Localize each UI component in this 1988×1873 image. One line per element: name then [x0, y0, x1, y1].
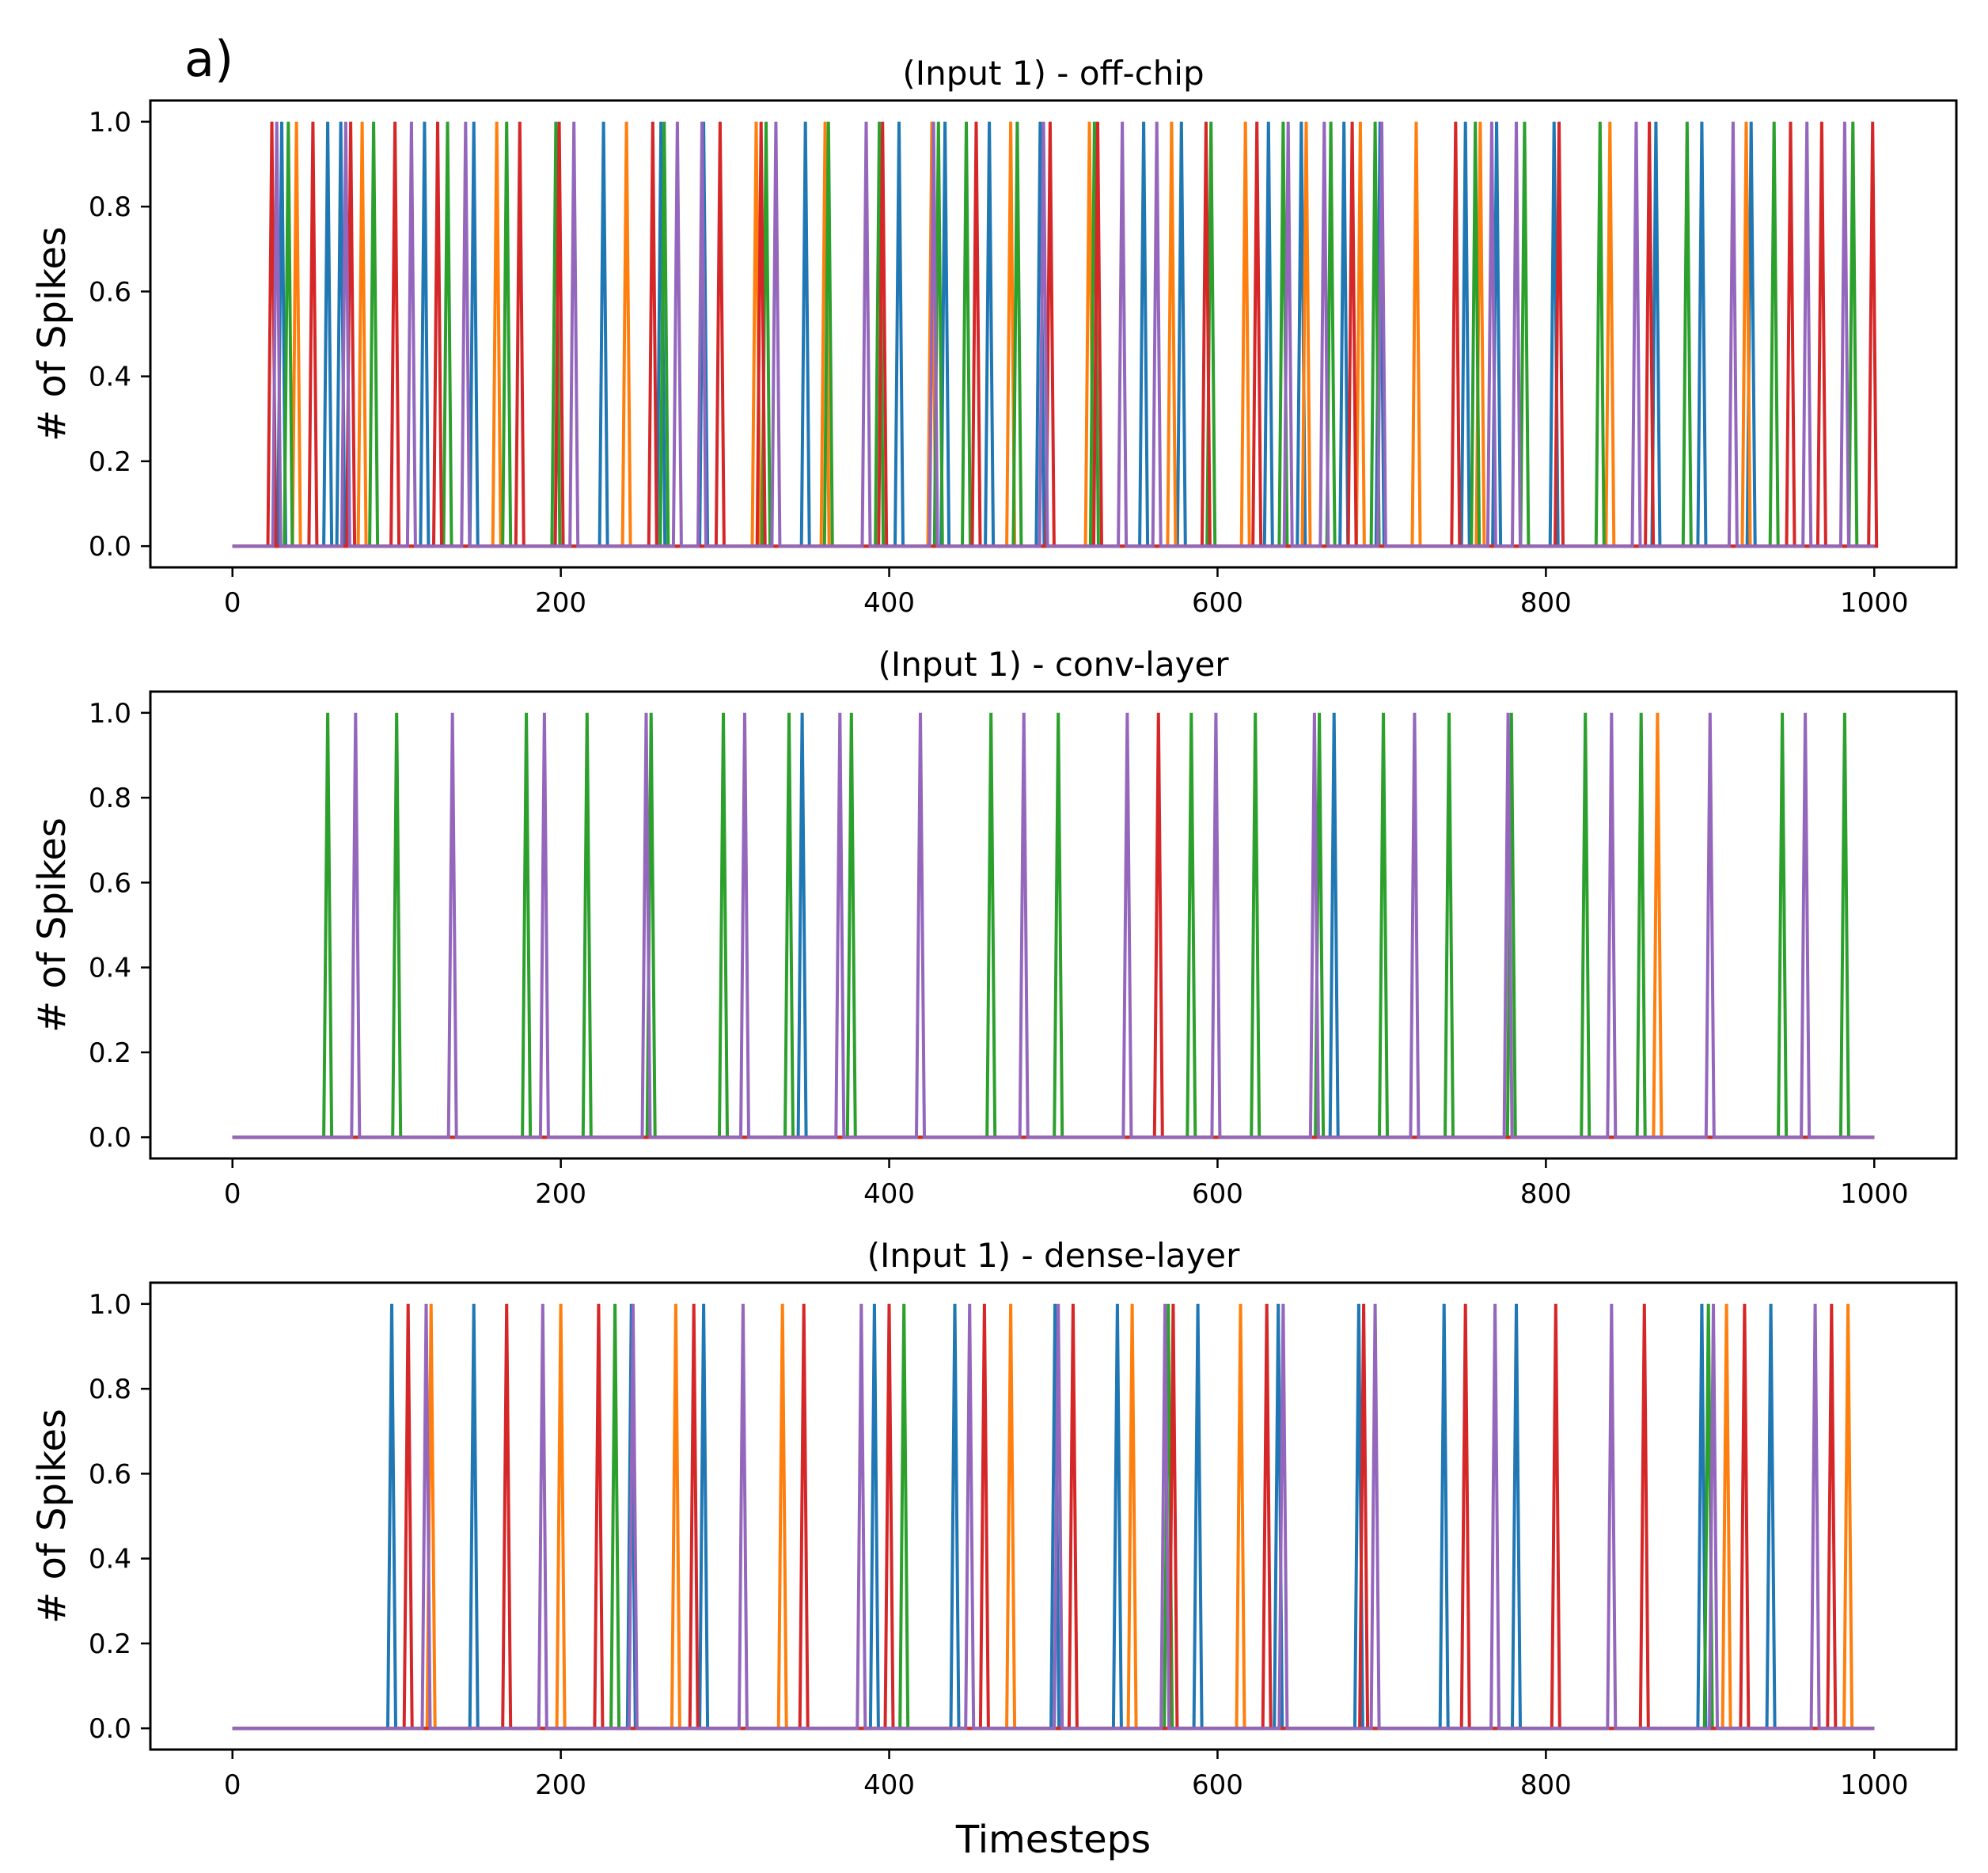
x-tick-label: 0	[224, 587, 241, 619]
y-tick-label: 1.0	[89, 698, 131, 730]
x-tick-label: 400	[863, 1178, 915, 1210]
x-tick-label: 800	[1520, 1178, 1572, 1210]
x-tick-label: 600	[1192, 587, 1243, 619]
axes-frame	[149, 690, 1958, 1160]
x-tick-label: 600	[1192, 1769, 1243, 1801]
y-tick-label: 1.0	[89, 107, 131, 138]
chart-title: (Input 1) - dense-layer	[867, 1236, 1241, 1275]
series-line-5	[232, 121, 1875, 548]
chart-title: (Input 1) - conv-layer	[878, 645, 1229, 684]
series-line-5	[232, 712, 1875, 1139]
y-tick-label: 1.0	[89, 1289, 131, 1321]
x-tick-label: 600	[1192, 1178, 1243, 1210]
chart-2: (Input 1) - conv-layer 0 200 400 600 800 1000 0…	[30, 645, 1958, 1210]
x-tick-label: 1000	[1840, 1178, 1909, 1210]
series-line-2	[232, 1303, 1875, 1731]
x-tick-label: 0	[224, 1178, 241, 1210]
y-tick-label: 0.6	[89, 1458, 131, 1490]
x-tick-label: 400	[863, 1769, 915, 1801]
panel-label: a)	[184, 30, 233, 88]
y-tick-label: 0.8	[89, 1374, 131, 1405]
series-line-5	[232, 1303, 1875, 1731]
x-tick-label: 200	[535, 1178, 586, 1210]
chart-1: (Input 1) - off-chip 0 200 400 600 800 1000 0.0…	[30, 54, 1958, 619]
y-tick-label: 0.2	[89, 1628, 131, 1660]
y-axis-label: # of Spikes	[30, 1409, 74, 1624]
series-line-4	[232, 121, 1879, 548]
y-tick-label: 0.0	[89, 531, 131, 563]
y-tick-label: 0.6	[89, 276, 131, 308]
y-tick-label: 0.0	[89, 1122, 131, 1154]
y-tick-label: 0.4	[89, 1544, 131, 1575]
chart-title: (Input 1) - off-chip	[902, 54, 1204, 93]
y-tick-label: 0.8	[89, 191, 131, 223]
y-axis-label: # of Spikes	[30, 226, 74, 442]
series-line-3	[232, 121, 1875, 548]
series-line-1	[232, 1303, 1875, 1731]
axes-frame	[149, 99, 1958, 569]
y-tick-label: 0.6	[89, 867, 131, 899]
y-tick-label: 0.2	[89, 1037, 131, 1069]
x-tick-label: 1000	[1840, 587, 1909, 619]
y-axis-label: # of Spikes	[30, 817, 74, 1033]
y-tick-label: 0.0	[89, 1713, 131, 1745]
x-tick-label: 800	[1520, 1769, 1572, 1801]
x-tick-label: 800	[1520, 587, 1572, 619]
chart-3: (Input 1) - dense-layer 0 200 400 600 800 1000…	[30, 1236, 1958, 1862]
x-tick-label: 200	[535, 1769, 586, 1801]
y-tick-label: 0.4	[89, 953, 131, 984]
x-tick-label: 0	[224, 1769, 241, 1801]
axes-frame	[149, 1281, 1958, 1751]
y-tick-label: 0.8	[89, 783, 131, 814]
x-tick-label: 1000	[1840, 1769, 1909, 1801]
x-axis-label: Timesteps	[955, 1818, 1151, 1862]
x-tick-label: 200	[535, 587, 586, 619]
y-tick-label: 0.4	[89, 362, 131, 393]
y-tick-label: 0.2	[89, 446, 131, 478]
x-tick-label: 400	[863, 587, 915, 619]
